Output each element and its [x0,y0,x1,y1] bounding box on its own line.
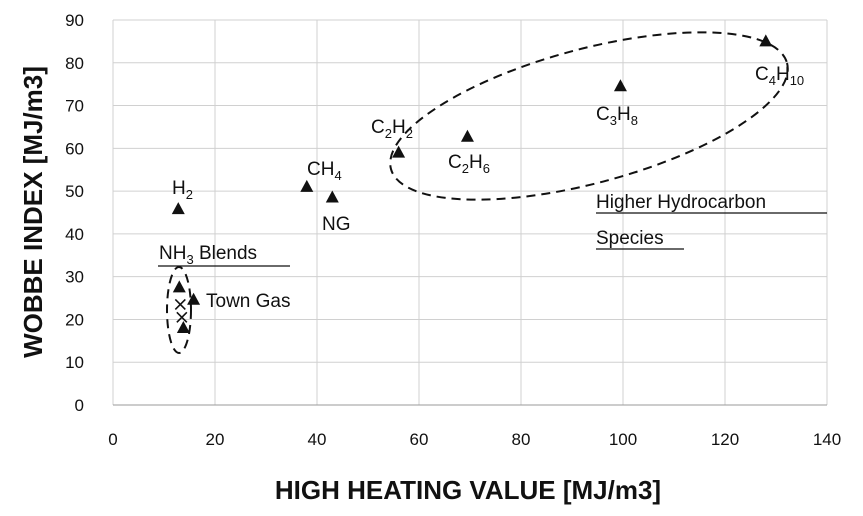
y-tick-label: 80 [65,54,84,73]
annotation-nh3-blends: NH3 Blends [159,243,257,267]
label-c2h2: C2H2 [371,117,413,141]
y-tick-label: 40 [65,225,84,244]
data-point-triangle [171,202,185,215]
axes: 0 20 40 60 80 100 120 140 0 10 20 30 40 50 60 70 80 90 [65,11,841,449]
annotation-higher-hydrocarbon-line2: Species [596,228,664,249]
x-tick-label: 80 [512,430,531,449]
y-tick-label: 20 [65,310,84,329]
y-tick-label: 60 [65,139,84,158]
y-tick-label: 30 [65,268,84,287]
label-town-gas: Town Gas [206,291,290,312]
data-point-x [176,311,188,323]
y-tick-label: 0 [75,396,84,415]
x-tick-label: 20 [206,430,225,449]
nh3-blends-ellipse [166,266,192,354]
y-axis-title: WOBBE INDEX [MJ/m3] [18,66,48,358]
label-c3h8: C3H8 [596,104,638,128]
y-tick-label: 50 [65,182,84,201]
x-tick-label: 60 [410,430,429,449]
y-tick-label: 10 [65,353,84,372]
data-point-triangle [392,145,406,158]
label-c2h6: C2H6 [448,152,490,176]
data-point-triangle [759,34,773,47]
x-tick-label: 120 [711,430,739,449]
y-tick-label: 90 [65,11,84,30]
x-tick-label: 40 [308,430,327,449]
data-point-triangle [187,292,201,305]
data-point-triangle [172,280,186,293]
label-ng: NG [322,214,351,235]
data-point-triangle [176,321,190,333]
data-point-triangle [460,129,474,142]
y-tick-label: 70 [65,97,84,116]
data-point-triangle [300,179,314,192]
label-h2: H2 [172,178,193,202]
data-point-x [174,298,186,311]
x-axis-title: HIGH HEATING VALUE [MJ/m3] [275,475,661,505]
data-point-triangle [613,79,627,92]
x-tick-label: 0 [108,430,117,449]
annotation-higher-hydrocarbon-line1: Higher Hydrocarbon [596,192,766,213]
data-point-triangle [325,190,339,203]
label-c4h10: C4H10 [755,64,804,88]
x-tick-label: 100 [609,430,637,449]
x-tick-label: 140 [813,430,841,449]
data-points [171,34,773,333]
label-ch4: CH4 [307,159,342,183]
